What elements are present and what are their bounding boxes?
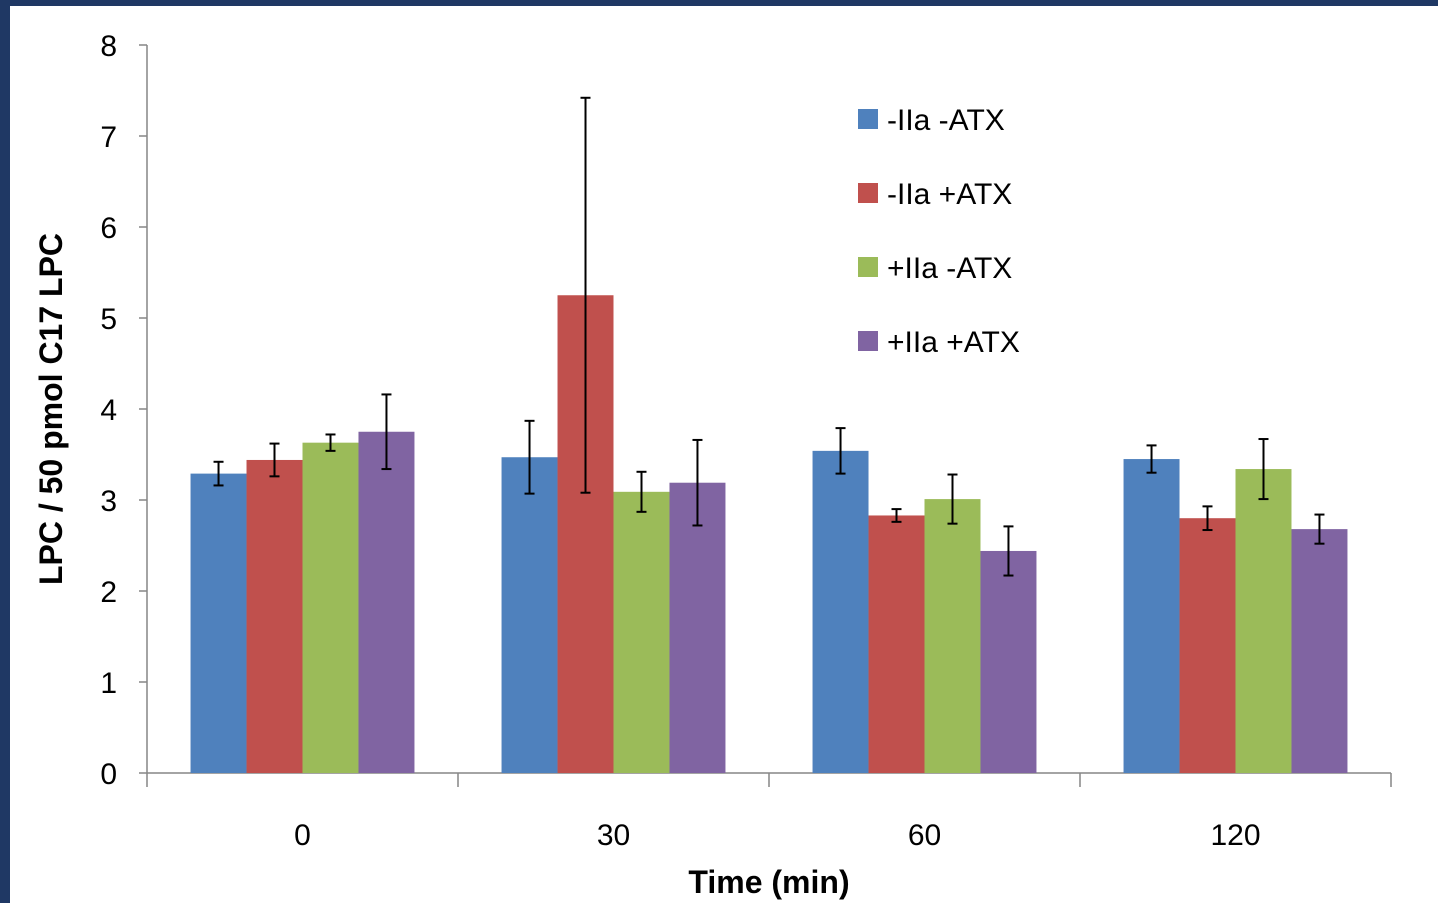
bar-60-series-2: [924, 499, 981, 773]
y-tick-label: 6: [100, 212, 117, 245]
bar-120-series-0: [1123, 459, 1180, 773]
x-tick-label: 0: [294, 819, 311, 852]
legend: -IIa -ATX -IIa +ATX +IIa -ATX +IIa +ATX: [858, 104, 1020, 359]
legend-swatch: [858, 109, 878, 129]
legend-label: -IIa -ATX: [887, 104, 1005, 137]
y-tick-label: 8: [100, 30, 117, 63]
legend-label: +IIa -ATX: [887, 252, 1012, 285]
y-tick-label: 4: [100, 394, 117, 427]
y-tick-label: 1: [100, 667, 117, 700]
legend-label: -IIa +ATX: [887, 178, 1012, 211]
legend-label: +IIa +ATX: [887, 326, 1020, 359]
x-tick-label: 30: [597, 819, 630, 852]
bar-60-series-3: [980, 550, 1037, 773]
bar-0-series-3: [358, 431, 415, 773]
legend-swatch: [858, 183, 878, 203]
bar-60-series-0: [812, 450, 869, 773]
legend-swatch: [858, 331, 878, 351]
error-bars: [213, 96, 1325, 577]
bar-0-series-1: [246, 459, 303, 773]
x-ticks: 0 30 60 120: [146, 773, 1392, 852]
bar-0-series-2: [302, 442, 359, 773]
y-axis-title: LPC / 50 pmol C17 LPC: [33, 233, 69, 585]
y-tick-label: 2: [100, 576, 117, 609]
legend-swatch: [858, 257, 878, 277]
bar-120-series-2: [1235, 469, 1292, 773]
y-tick-label: 0: [100, 758, 117, 791]
bars: [190, 295, 1348, 773]
x-axis-title: Time (min): [688, 864, 849, 900]
bar-30-series-3: [669, 482, 726, 773]
bar-120-series-3: [1291, 529, 1348, 773]
bar-60-series-1: [868, 515, 925, 773]
bar-0-series-0: [190, 473, 247, 773]
x-tick-label: 60: [908, 819, 941, 852]
y-tick-label: 7: [100, 121, 117, 154]
bar-30-series-0: [501, 457, 558, 773]
y-ticks: 0 1 2 3 4 5 6 7 8: [100, 30, 147, 791]
y-tick-label: 5: [100, 303, 117, 336]
bar-120-series-1: [1179, 518, 1236, 773]
x-tick-label: 120: [1210, 819, 1260, 852]
y-tick-label: 3: [100, 485, 117, 518]
bar-30-series-2: [613, 491, 670, 773]
